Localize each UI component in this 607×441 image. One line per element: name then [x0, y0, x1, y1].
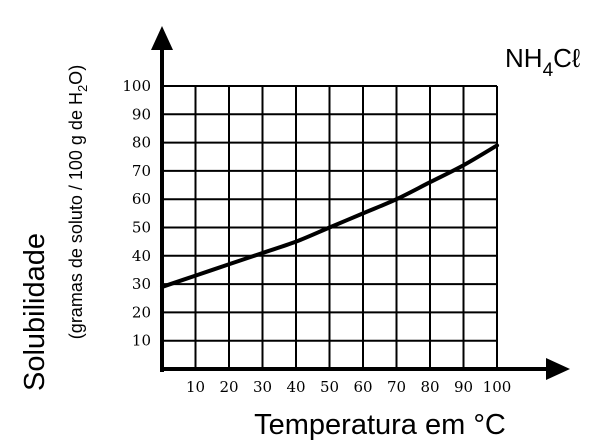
y-axis-arrow-icon [151, 26, 173, 50]
y-axis-subtitle: (gramas de soluto / 100 g de H2O) [66, 65, 90, 339]
y-tick-label: 70 [132, 162, 151, 180]
y-tick-label: 50 [132, 219, 151, 237]
y-axis-title: Solubilidade [19, 233, 51, 391]
y-tick-label: 40 [132, 247, 151, 265]
x-tick-label: 10 [186, 378, 205, 396]
x-tick-label: 80 [420, 378, 439, 396]
x-tick-label: 30 [253, 378, 272, 396]
curve [160, 143, 499, 289]
x-tick-label: 70 [387, 378, 406, 396]
series-label: NH4Cℓ [505, 43, 581, 81]
y-tick-label: 80 [132, 134, 151, 152]
x-tick-label: 50 [320, 378, 339, 396]
x-tick-label: 20 [219, 378, 238, 396]
x-tick-label: 90 [454, 378, 473, 396]
x-tick-label: 100 [483, 378, 512, 396]
x-axis-title: Temperatura em °C [254, 409, 506, 441]
y-tick-label: 60 [132, 190, 151, 208]
y-tick-label: 10 [132, 332, 151, 350]
y-tick-label: 30 [132, 275, 151, 293]
series-line [160, 143, 499, 289]
y-tick-label: 90 [132, 105, 151, 123]
x-axis-arrow-icon [546, 358, 570, 380]
grid [162, 85, 498, 369]
axes [151, 26, 570, 380]
x-tick-labels: 10 20 30 40 50 60 70 80 90 100 [186, 378, 511, 396]
y-tick-labels: 10 20 30 40 50 60 70 80 90 100 [122, 77, 151, 350]
y-tick-label: 20 [132, 303, 151, 321]
y-tick-label: 100 [122, 77, 151, 95]
x-tick-label: 40 [286, 378, 305, 396]
x-tick-label: 60 [353, 378, 372, 396]
